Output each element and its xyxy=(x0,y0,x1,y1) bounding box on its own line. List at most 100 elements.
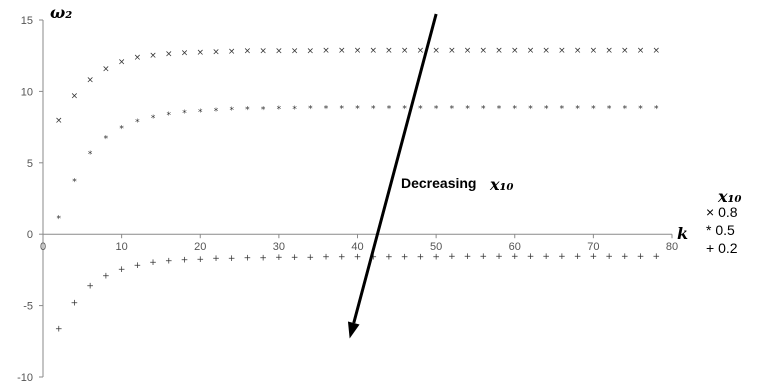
data-point-series-1: × xyxy=(417,46,425,56)
data-point-series-3: + xyxy=(275,253,283,263)
data-point-series-3: + xyxy=(574,252,582,262)
data-point-series-1: × xyxy=(291,46,299,56)
data-point-series-3: + xyxy=(244,253,252,263)
data-point-series-1: × xyxy=(307,46,315,56)
data-point-series-2: * xyxy=(623,104,628,114)
data-point-series-2: * xyxy=(450,104,455,114)
data-point-series-3: + xyxy=(212,254,220,264)
data-point-series-2: * xyxy=(497,104,502,114)
data-point-series-1: × xyxy=(71,92,79,102)
x-tick-label: 30 xyxy=(273,241,285,253)
legend-item-2: * 0.5 xyxy=(706,222,735,238)
data-point-series-1: × xyxy=(102,65,110,75)
data-point-series-1: × xyxy=(590,46,598,56)
data-point-series-1: × xyxy=(605,46,613,56)
y-tick-label: 15 xyxy=(21,15,33,27)
data-point-series-3: + xyxy=(354,252,362,262)
data-point-series-2: * xyxy=(245,106,250,116)
data-point-series-1: × xyxy=(542,46,550,56)
data-point-series-3: + xyxy=(307,253,315,263)
data-point-series-1: × xyxy=(637,46,645,56)
data-point-series-1: × xyxy=(244,47,252,57)
x-tick-label: 40 xyxy=(351,241,363,253)
data-point-series-3: + xyxy=(369,252,377,262)
data-point-series-3: + xyxy=(291,253,299,263)
x-tick-label: 70 xyxy=(587,241,599,253)
data-point-series-2: * xyxy=(654,104,659,114)
data-point-series-1: × xyxy=(149,51,157,61)
data-point-series-2: * xyxy=(434,104,439,114)
data-point-series-1: × xyxy=(259,47,267,57)
data-point-series-3: + xyxy=(71,299,79,309)
y-axis-label: ω₂ xyxy=(50,3,72,22)
data-point-series-3: + xyxy=(432,252,440,262)
x-tick-label: 80 xyxy=(666,241,678,253)
data-point-series-2: * xyxy=(88,150,93,160)
decreasing-arrow-head xyxy=(347,321,360,339)
data-point-series-2: * xyxy=(182,109,187,119)
data-point-series-3: + xyxy=(417,252,425,262)
tick-labels: -10 -5 0 5 10 15 0 10 20 30 40 50 60 70 80 xyxy=(17,15,678,384)
data-point-series-3: + xyxy=(118,265,126,275)
data-point-series-3: + xyxy=(322,253,330,263)
y-tick-label: 10 xyxy=(21,86,33,98)
data-point-series-3: + xyxy=(448,252,456,262)
legend-item-1: × 0.8 xyxy=(706,204,738,220)
data-point-series-1: × xyxy=(165,50,173,60)
data-point-series-2: * xyxy=(56,214,61,224)
decreasing-arrow-line xyxy=(352,13,438,324)
data-point-series-2: * xyxy=(292,105,297,115)
annotation-text: Decreasing xyxy=(401,175,476,191)
data-point-series-1: × xyxy=(322,46,330,56)
data-point-series-2: * xyxy=(591,104,596,114)
data-point-series-2: * xyxy=(277,105,282,115)
data-point-series-2: * xyxy=(528,104,533,114)
data-point-series-1: × xyxy=(464,46,472,56)
data-point-series-1: × xyxy=(511,46,519,56)
data-point-series-3: + xyxy=(480,252,488,262)
legend-item-3: + 0.2 xyxy=(706,240,738,256)
data-point-series-3: + xyxy=(338,253,346,263)
data-point-series-1: × xyxy=(495,46,503,56)
data-point-series-1: × xyxy=(574,46,582,56)
data-point-series-1: × xyxy=(212,47,220,57)
data-point-series-1: × xyxy=(86,75,94,85)
data-points: × × × × × × × × × × × × × × × × × × × × × × × × × × × × × × × × × × × × × × × *… xyxy=(55,46,660,334)
data-point-series-1: × xyxy=(527,46,535,56)
data-point-series-2: * xyxy=(198,108,203,118)
data-point-series-2: * xyxy=(355,104,360,114)
data-point-series-3: + xyxy=(527,252,535,262)
x-tick-label: 10 xyxy=(116,241,128,253)
data-point-series-3: + xyxy=(55,324,63,334)
data-point-series-2: * xyxy=(402,104,407,114)
data-point-series-2: * xyxy=(308,105,313,115)
data-point-series-2: * xyxy=(575,104,580,114)
data-point-series-3: + xyxy=(102,272,110,282)
data-point-series-2: * xyxy=(261,105,266,115)
y-tick-label: -10 xyxy=(17,372,33,384)
data-point-series-1: × xyxy=(480,46,488,56)
data-point-series-3: + xyxy=(558,252,566,262)
annotation-variable: x₁₀ xyxy=(489,175,514,194)
data-point-series-1: × xyxy=(118,57,126,67)
data-point-series-1: × xyxy=(275,46,283,56)
data-point-series-3: + xyxy=(385,252,393,262)
data-point-series-2: * xyxy=(104,135,109,145)
data-point-series-1: × xyxy=(354,46,362,56)
data-point-series-1: × xyxy=(401,46,409,56)
data-point-series-1: × xyxy=(558,46,566,56)
data-point-series-1: × xyxy=(338,46,346,56)
data-point-series-3: + xyxy=(196,255,204,265)
data-point-series-2: * xyxy=(465,104,470,114)
data-point-series-3: + xyxy=(259,253,267,263)
data-point-series-3: + xyxy=(228,254,236,264)
data-point-series-1: × xyxy=(196,48,204,58)
data-point-series-1: × xyxy=(621,46,629,56)
data-point-series-2: * xyxy=(481,104,486,114)
data-point-series-2: * xyxy=(214,107,219,117)
x-tick-label: 60 xyxy=(509,241,521,253)
data-point-series-1: × xyxy=(134,53,142,63)
data-point-series-2: * xyxy=(151,114,156,124)
data-point-series-1: × xyxy=(432,46,440,56)
